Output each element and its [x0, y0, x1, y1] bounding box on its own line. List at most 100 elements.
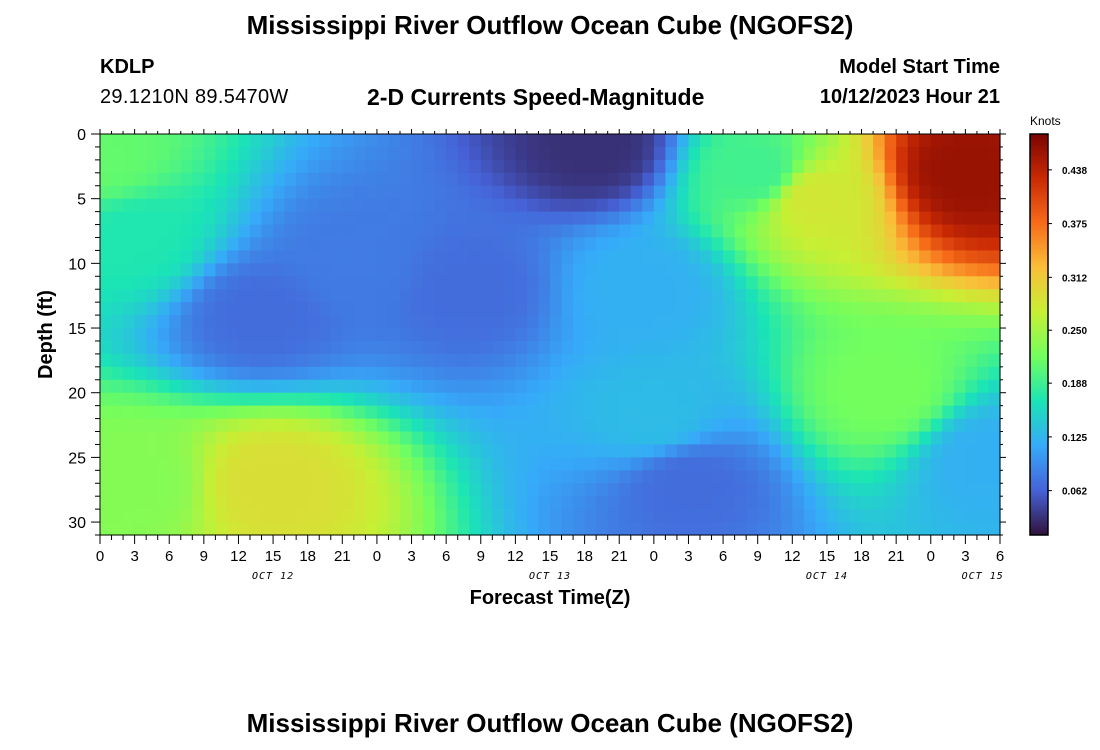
- heatmap-cell: [826, 418, 840, 433]
- heatmap-cell: [596, 483, 609, 497]
- heatmap-cell: [215, 418, 228, 433]
- heatmap-cell: [503, 315, 516, 329]
- heatmap-cell: [376, 522, 390, 536]
- heatmap-cell: [526, 315, 540, 329]
- heatmap-cell: [284, 366, 297, 381]
- heatmap-cell: [573, 483, 586, 497]
- heatmap-cell: [203, 340, 216, 355]
- heatmap-cell: [688, 457, 701, 471]
- heatmap-cell: [780, 159, 793, 174]
- heatmap-cell: [480, 289, 493, 303]
- heatmap-cell: [469, 444, 482, 458]
- heatmap-cell: [942, 366, 955, 381]
- heatmap-cell: [665, 392, 678, 407]
- heatmap-cell: [423, 224, 436, 239]
- heatmap-cell: [711, 379, 724, 394]
- heatmap-cell: [353, 340, 366, 355]
- heatmap-cell: [411, 172, 424, 187]
- heatmap-cell: [884, 159, 897, 174]
- heatmap-cell: [169, 276, 182, 290]
- heatmap-cell: [400, 250, 413, 264]
- heatmap-cell: [365, 263, 378, 277]
- heatmap-cell: [226, 328, 240, 342]
- heatmap-cell: [780, 146, 793, 161]
- heatmap-cell: [746, 328, 759, 342]
- heatmap-cell: [111, 328, 124, 342]
- heatmap-cell: [953, 198, 966, 213]
- heatmap-cell: [723, 328, 736, 342]
- heatmap-cell: [400, 392, 413, 407]
- heatmap-cell: [596, 198, 609, 213]
- heatmap-cell: [319, 315, 332, 329]
- heatmap-cell: [238, 198, 251, 213]
- heatmap-cell: [619, 405, 632, 420]
- heatmap-cell: [584, 172, 597, 187]
- heatmap-cell: [538, 496, 551, 510]
- heatmap-cell: [653, 328, 666, 342]
- heatmap-cell: [746, 353, 759, 368]
- heatmap-cell: [873, 431, 886, 446]
- heatmap-cell: [550, 483, 563, 497]
- heatmap-cell: [711, 470, 724, 484]
- heatmap-cell: [353, 250, 366, 264]
- heatmap-cell: [665, 224, 678, 239]
- heatmap-cell: [157, 263, 170, 277]
- heatmap-cell: [100, 159, 113, 174]
- heatmap-cell: [480, 276, 493, 290]
- heatmap-cell: [434, 134, 447, 148]
- heatmap-cell: [411, 263, 424, 277]
- heatmap-cell: [884, 405, 897, 420]
- heatmap-cell: [826, 185, 840, 200]
- heatmap-cell: [919, 470, 932, 484]
- heatmap-cell: [573, 392, 586, 407]
- heatmap-cell: [734, 470, 747, 484]
- heatmap-cell: [780, 263, 793, 277]
- heatmap-cell: [492, 237, 505, 252]
- heatmap-cell: [480, 134, 493, 148]
- heatmap-cell: [630, 263, 643, 277]
- heatmap-cell: [503, 496, 516, 510]
- heatmap-cell: [388, 172, 401, 187]
- heatmap-cell: [723, 522, 736, 536]
- heatmap-cell: [884, 276, 897, 290]
- heatmap-cell: [250, 315, 263, 329]
- heatmap-cell: [192, 483, 205, 497]
- heatmap-cell: [423, 276, 436, 290]
- x-tick-label: 9: [200, 548, 208, 565]
- heatmap-cell: [907, 198, 920, 213]
- heatmap-cell: [134, 276, 147, 290]
- heatmap-cell: [503, 289, 516, 303]
- heatmap-cell: [711, 211, 724, 226]
- heatmap-cell: [123, 276, 136, 290]
- heatmap-cell: [942, 470, 955, 484]
- heatmap-cell: [100, 522, 113, 536]
- heatmap-cell: [630, 431, 643, 446]
- heatmap-cell: [146, 211, 159, 226]
- heatmap-cell: [596, 405, 609, 420]
- heatmap-cell: [815, 366, 828, 381]
- heatmap-cell: [976, 522, 990, 536]
- heatmap-cell: [769, 418, 782, 433]
- heatmap-cell: [134, 457, 147, 471]
- heatmap-cell: [261, 159, 274, 174]
- heatmap-cell: [388, 146, 401, 161]
- heatmap-cell: [550, 263, 563, 277]
- heatmap-cell: [538, 134, 551, 148]
- heatmap-cell: [457, 159, 470, 174]
- heatmap-cell: [596, 328, 609, 342]
- heatmap-cell: [711, 522, 724, 536]
- heatmap-cell: [250, 250, 263, 264]
- heatmap-cell: [100, 211, 113, 226]
- heatmap-cell: [469, 146, 482, 161]
- heatmap-cell: [469, 470, 482, 484]
- heatmap-cell: [942, 315, 955, 329]
- heatmap-cell: [503, 470, 516, 484]
- heatmap-cell: [400, 315, 413, 329]
- heatmap-cell: [780, 509, 793, 523]
- heatmap-cell: [653, 315, 666, 329]
- heatmap-cell: [896, 392, 909, 407]
- heatmap-cell: [584, 276, 597, 290]
- heatmap-cell: [919, 250, 932, 264]
- heatmap-cell: [642, 146, 655, 161]
- heatmap-cell: [711, 250, 724, 264]
